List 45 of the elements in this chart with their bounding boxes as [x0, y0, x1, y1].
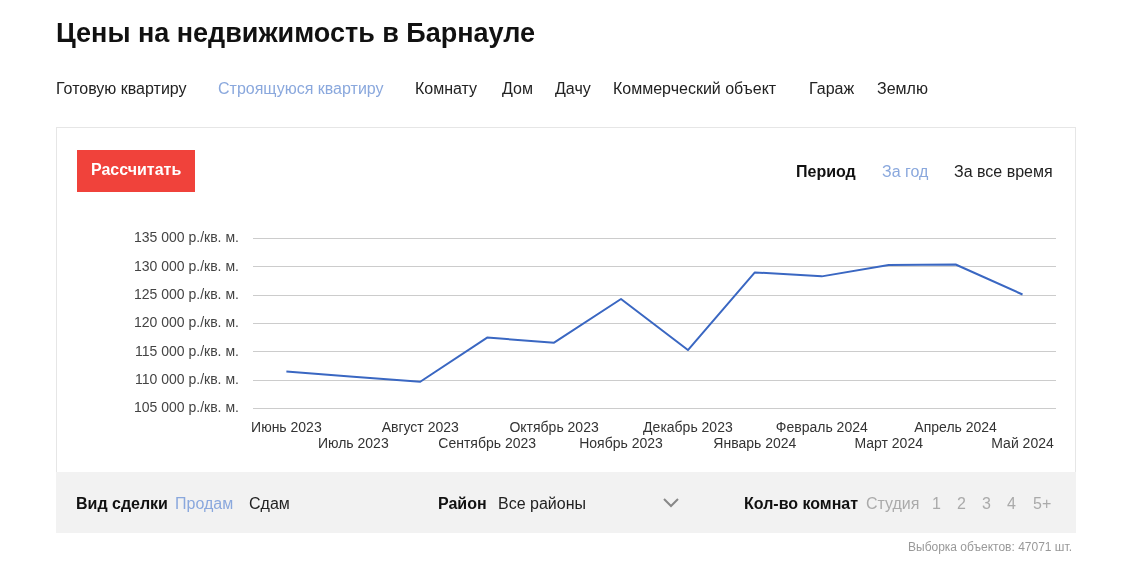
text: 4 [1007, 495, 1016, 513]
y-tick-label: 135 000 р./кв. м. [134, 229, 239, 246]
x-tick-label: Ноябрь 2023 [579, 435, 664, 452]
x-tick-label: Май 2024 [991, 435, 1054, 452]
text: Период [796, 163, 856, 181]
text: 1 [932, 495, 941, 513]
text: Сдам [249, 495, 290, 513]
y-tick-label: 105 000 р./кв. м. [134, 399, 239, 416]
text: Выборка объектов: 47071 шт. [908, 540, 1072, 554]
text: 3 [982, 495, 991, 513]
x-tick-label: Январь 2024 [713, 435, 797, 452]
text: За год [882, 163, 929, 181]
x-tick-label: Июнь 2023 [251, 418, 322, 435]
text: Гараж [809, 80, 855, 98]
x-tick-label: Июль 2023 [317, 435, 389, 452]
chart-title: Цены на недвижимость в Барнауле [56, 18, 536, 49]
y-tick-label: 125 000 р./кв. м. [134, 285, 239, 302]
text: Коммерческий объект [613, 80, 777, 98]
text: Строящуюся квартиру [218, 80, 384, 98]
x-tick-label: Декабрь 2023 [643, 418, 733, 435]
text: Готовую квартиру [56, 80, 187, 98]
text: За все время [954, 163, 1053, 181]
y-tick-label: 115 000 р./кв. м. [135, 342, 239, 359]
y-tick-label: 120 000 р./кв. м. [134, 314, 239, 331]
text: Район [438, 495, 487, 513]
x-tick-label: Февраль 2024 [775, 418, 868, 435]
x-tick-label: Октябрь 2023 [509, 418, 599, 435]
text: Рассчитать [91, 161, 182, 179]
y-tick-label: 110 000 р./кв. м. [135, 370, 239, 387]
y-tick-label: 130 000 р./кв. м. [134, 257, 239, 274]
x-tick-label: Март 2024 [854, 435, 924, 452]
text: 5+ [1033, 495, 1052, 513]
text: Продам [175, 495, 234, 513]
text: Кол-во комнат [744, 495, 859, 513]
x-tick-label: Сентябрь 2023 [438, 435, 537, 452]
text: Студия [866, 495, 920, 513]
text: Дачу [555, 80, 591, 98]
text: 2 [957, 495, 966, 513]
text: Землю [877, 80, 928, 98]
x-tick-label: Апрель 2024 [914, 418, 998, 435]
x-tick-label: Август 2023 [381, 418, 460, 435]
text: Комнату [415, 80, 478, 98]
text: Дом [502, 80, 533, 98]
text: Вид сделки [76, 495, 168, 513]
text: Все районы [498, 495, 586, 513]
